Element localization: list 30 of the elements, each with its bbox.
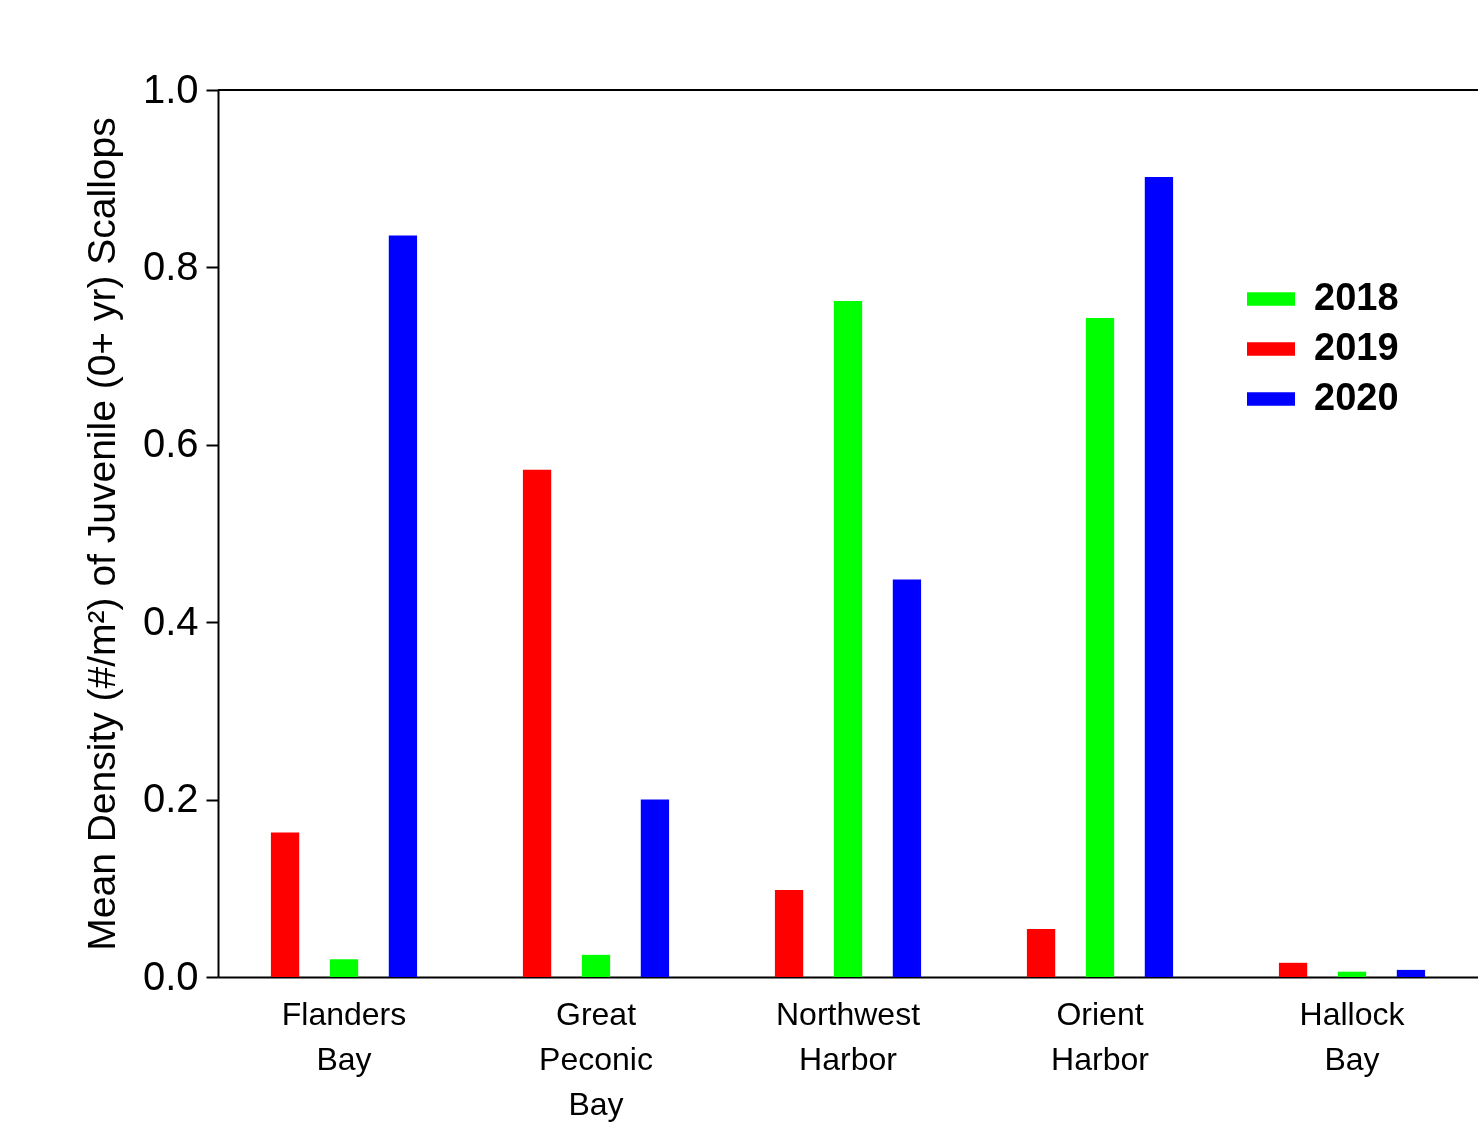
x-tick-label: Orient Harbor [1051,995,1150,1077]
y-tick-label: 0.4 [142,598,199,643]
legend-label: 2020 [1314,376,1399,418]
x-tick-label: Great Peconic Bay [539,995,653,1122]
y-tick-label: 0.0 [142,953,199,998]
y-tick-label: 1.0 [142,66,199,111]
bar [270,832,300,977]
bar [522,469,552,977]
x-tick-label: Hallock Bay [1299,995,1406,1077]
y-tick-label: 0.6 [142,421,199,466]
bar [640,799,670,977]
x-tick-label: Flanders Bay [281,995,407,1077]
bar [1278,962,1308,977]
y-tick-label: 0.2 [142,776,199,821]
bar [1396,969,1426,977]
y-axis-title: Mean Density (#/m²) of Juvenile (0+ yr) Scallops [79,117,123,951]
bar [581,954,611,977]
bar [388,235,418,977]
legend-label: 2019 [1314,326,1399,368]
bar [833,301,863,977]
bar [1337,971,1367,977]
bar [774,890,804,977]
legend-label: 2018 [1314,276,1399,318]
bar [1085,317,1115,977]
bar [329,959,359,977]
y-tick-label: 0.8 [142,243,199,288]
bar [892,579,922,977]
bar [1026,929,1056,977]
x-tick-label: Northwest Harbor [775,995,921,1077]
bar [1144,176,1174,977]
